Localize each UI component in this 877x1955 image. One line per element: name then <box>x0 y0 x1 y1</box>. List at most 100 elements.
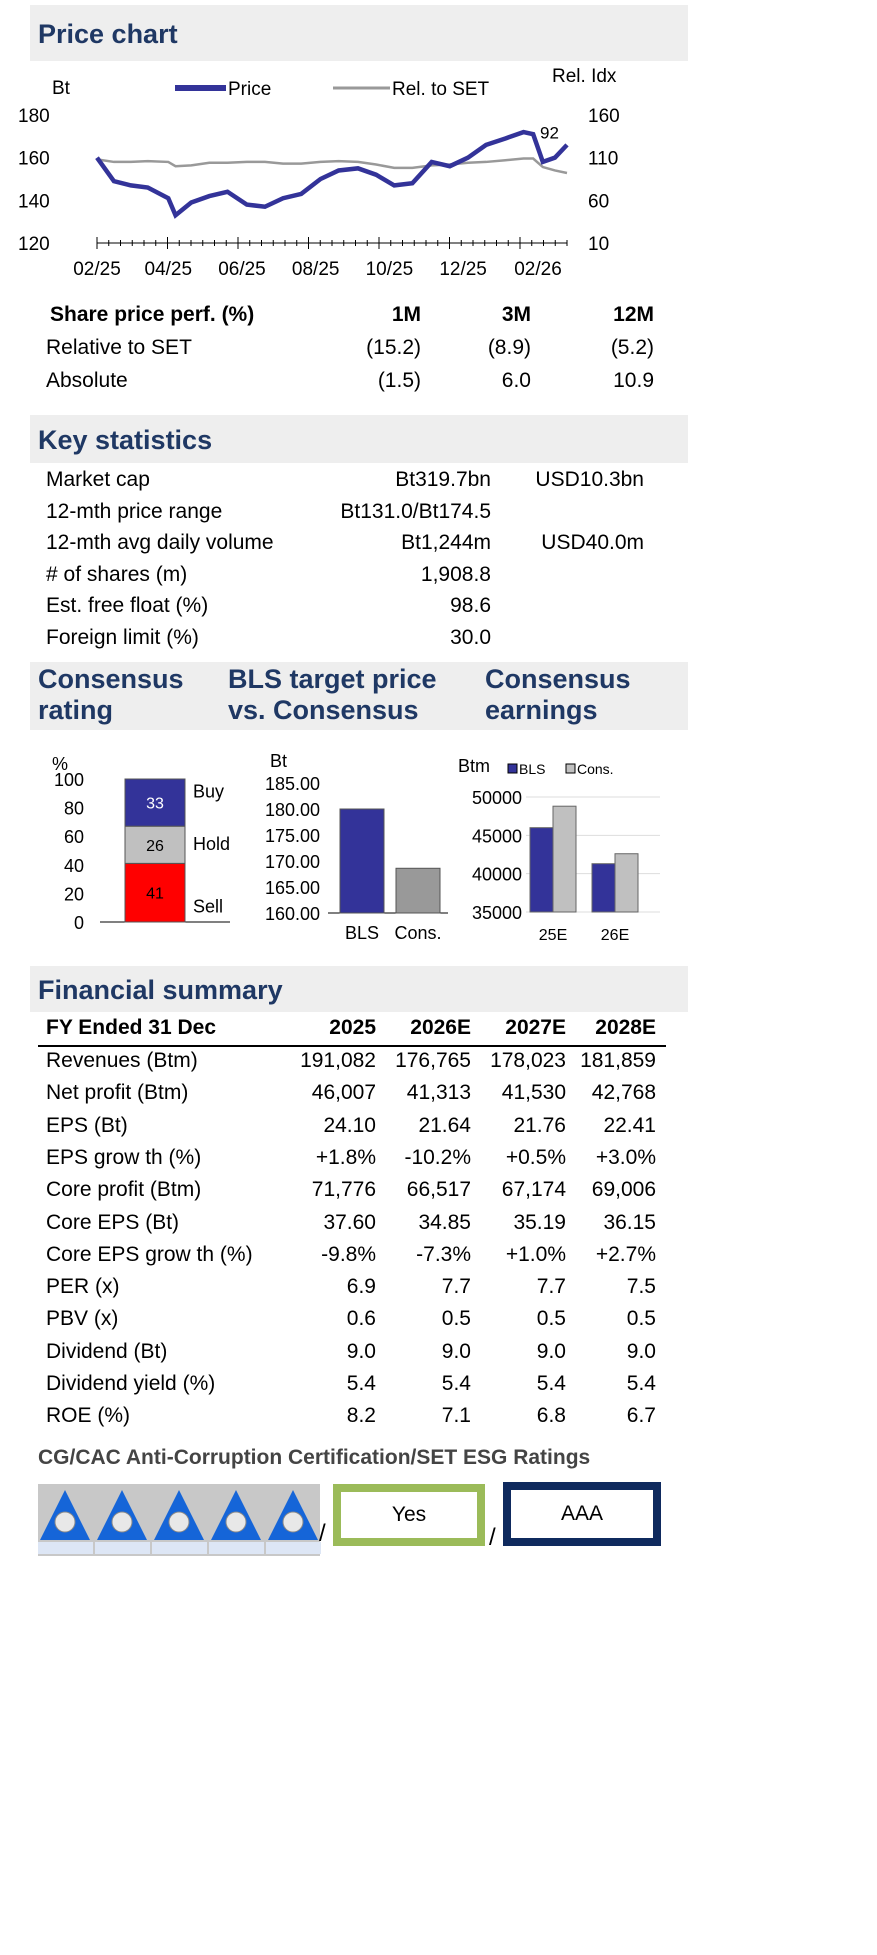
ratings-title: CG/CAC Anti-Corruption Certification/SET… <box>38 1446 591 1469</box>
cg-triangle-logo-icon <box>38 1484 93 1556</box>
stat-value: 98.6 <box>450 594 491 617</box>
financial-value: +3.0% <box>595 1145 656 1169</box>
separator: / <box>489 1524 496 1551</box>
financial-value: 181,859 <box>580 1049 656 1072</box>
stat-value: Bt319.7bn <box>395 468 491 491</box>
financial-value: 37.60 <box>323 1210 376 1234</box>
financial-row: PBV (x) 0.6 0.5 0.5 0.5 <box>46 1307 666 1337</box>
y-tick-label: 160.00 <box>265 904 320 924</box>
y-tick-label: 60 <box>64 827 84 847</box>
perf-cell: (15.2) <box>366 336 421 359</box>
stat-value-usd: USD40.0m <box>541 531 644 554</box>
y-tick-label: 170.00 <box>265 852 320 872</box>
financial-value: 191,082 <box>300 1049 376 1072</box>
financial-value: 9.0 <box>626 1339 656 1363</box>
y-tick-label: 40 <box>64 856 84 876</box>
perf-cell: Share price perf. (%) <box>50 303 255 326</box>
financial-label: Core EPS (Bt) <box>46 1210 180 1234</box>
left-axis-unit: Bt <box>52 78 71 99</box>
rating-label: Hold <box>193 834 230 854</box>
y-tick-label: 100 <box>54 770 84 790</box>
cg-triangle-logo-icon <box>209 1484 264 1556</box>
y-tick-label: 120 <box>18 234 50 255</box>
financial-value: 0.5 <box>536 1307 566 1331</box>
financial-row: Core EPS (Bt) 37.60 34.85 35.19 36.15 <box>46 1211 666 1241</box>
perf-cell: 10.9 <box>613 369 654 392</box>
financial-row: Net profit (Btm) 46,007 41,313 41,530 42,768 <box>46 1081 666 1111</box>
key-stat-row: Est. free float (%) 98.6 <box>46 594 666 624</box>
consensus-rating-title: Consensus <box>38 664 184 694</box>
financial-label: EPS (Bt) <box>46 1113 128 1137</box>
y-tick-label: 165.00 <box>265 878 320 898</box>
price-chart: Bt Rel. Idx Price Rel. to SET 120 140 160 180 10… <box>18 66 620 280</box>
target-bar-0 <box>339 808 385 914</box>
financial-value: 71,776 <box>311 1178 376 1202</box>
x-tick-label: 02/25 <box>73 259 121 280</box>
perf-cell: (5.2) <box>610 336 654 359</box>
financial-value: 66,517 <box>406 1178 471 1202</box>
financial-value: 42,768 <box>591 1081 656 1105</box>
cac-value: Yes <box>391 1503 427 1526</box>
x-tick-label: Cons. <box>394 923 441 943</box>
financial-value: 24.10 <box>323 1113 376 1137</box>
stat-label: Foreign limit (%) <box>46 625 199 649</box>
x-tick-label: 12/25 <box>439 259 487 280</box>
esg-rating-box: AAA <box>503 1482 661 1546</box>
y-tick-label: 20 <box>64 884 84 904</box>
y-tick-label: 35000 <box>472 903 522 923</box>
financial-value: 36.15 <box>603 1210 656 1234</box>
financial-label: Dividend (Bt) <box>46 1339 168 1363</box>
target-ylabel: Bt <box>270 751 287 771</box>
y-tick-label: 175.00 <box>265 826 320 846</box>
financial-value: 9.0 <box>536 1339 566 1363</box>
x-tick-label: 06/25 <box>218 259 266 280</box>
esg-value: AAA <box>560 1502 604 1525</box>
financial-value: 35.19 <box>513 1210 566 1234</box>
financial-label: Core profit (Btm) <box>46 1178 202 1202</box>
financial-value: 21.64 <box>418 1113 471 1137</box>
y-tick-label: 180 <box>18 106 50 127</box>
stat-value: 30.0 <box>450 625 491 649</box>
x-tick-label: 26E <box>601 927 629 944</box>
perf-cell: Absolute <box>46 369 128 392</box>
x-tick-label: BLS <box>345 923 379 943</box>
key-stat-row: 12-mth avg daily volume Bt1,244m USD40.0m <box>46 531 666 561</box>
y-tick-label: 50000 <box>472 788 522 808</box>
financial-value: 21.76 <box>513 1113 566 1137</box>
financial-value: -10.2% <box>404 1145 471 1169</box>
x-tick-label: 25E <box>539 927 567 944</box>
financial-label: PER (x) <box>46 1275 120 1299</box>
financial-row: EPS grow th (%) +1.8% -10.2% +0.5% +3.0% <box>46 1146 666 1176</box>
financial-label: Core EPS grow th (%) <box>46 1242 253 1266</box>
financial-summary-header: Financial summary <box>30 966 688 1012</box>
y-right-tick-label: 10 <box>588 234 609 255</box>
legend-swatch <box>565 763 576 774</box>
financial-value: 46,007 <box>311 1081 376 1105</box>
perf-row: Absolute (1.5) 6.0 10.9 <box>46 369 666 399</box>
target-price-title: BLS target price <box>228 664 437 694</box>
y-right-tick-label: 110 <box>588 149 618 170</box>
financial-row: Core EPS grow th (%) -9.8% -7.3% +1.0% +2.7% <box>46 1243 666 1273</box>
rating-value: 41 <box>146 886 164 903</box>
consensus-header: Consensus rating BLS target price vs. Cons… <box>30 662 688 730</box>
stat-value: Bt131.0/Bt174.5 <box>340 499 491 523</box>
financial-value: 5.4 <box>536 1372 566 1395</box>
financial-value: 22.41 <box>603 1113 656 1137</box>
financial-value: 2026E <box>410 1016 471 1039</box>
financial-label: FY Ended 31 Dec <box>46 1016 217 1039</box>
earnings-bar <box>591 863 616 913</box>
financial-value: 6.9 <box>346 1275 376 1299</box>
financial-value: 5.4 <box>626 1372 656 1395</box>
financial-value: +1.8% <box>315 1145 376 1169</box>
rating-value: 26 <box>146 838 164 855</box>
financial-value: 5.4 <box>441 1372 471 1395</box>
financial-label: Net profit (Btm) <box>46 1081 189 1105</box>
earnings-bar <box>529 827 554 913</box>
rating-bar-hold <box>124 825 186 864</box>
financial-value: 34.85 <box>418 1210 471 1234</box>
financial-value: 0.5 <box>626 1307 656 1331</box>
rating-value: 33 <box>146 796 164 813</box>
cg-triangle-logo-icon <box>266 1484 321 1556</box>
stat-label: 12-mth price range <box>46 499 223 523</box>
stat-label: Est. free float (%) <box>46 594 209 617</box>
